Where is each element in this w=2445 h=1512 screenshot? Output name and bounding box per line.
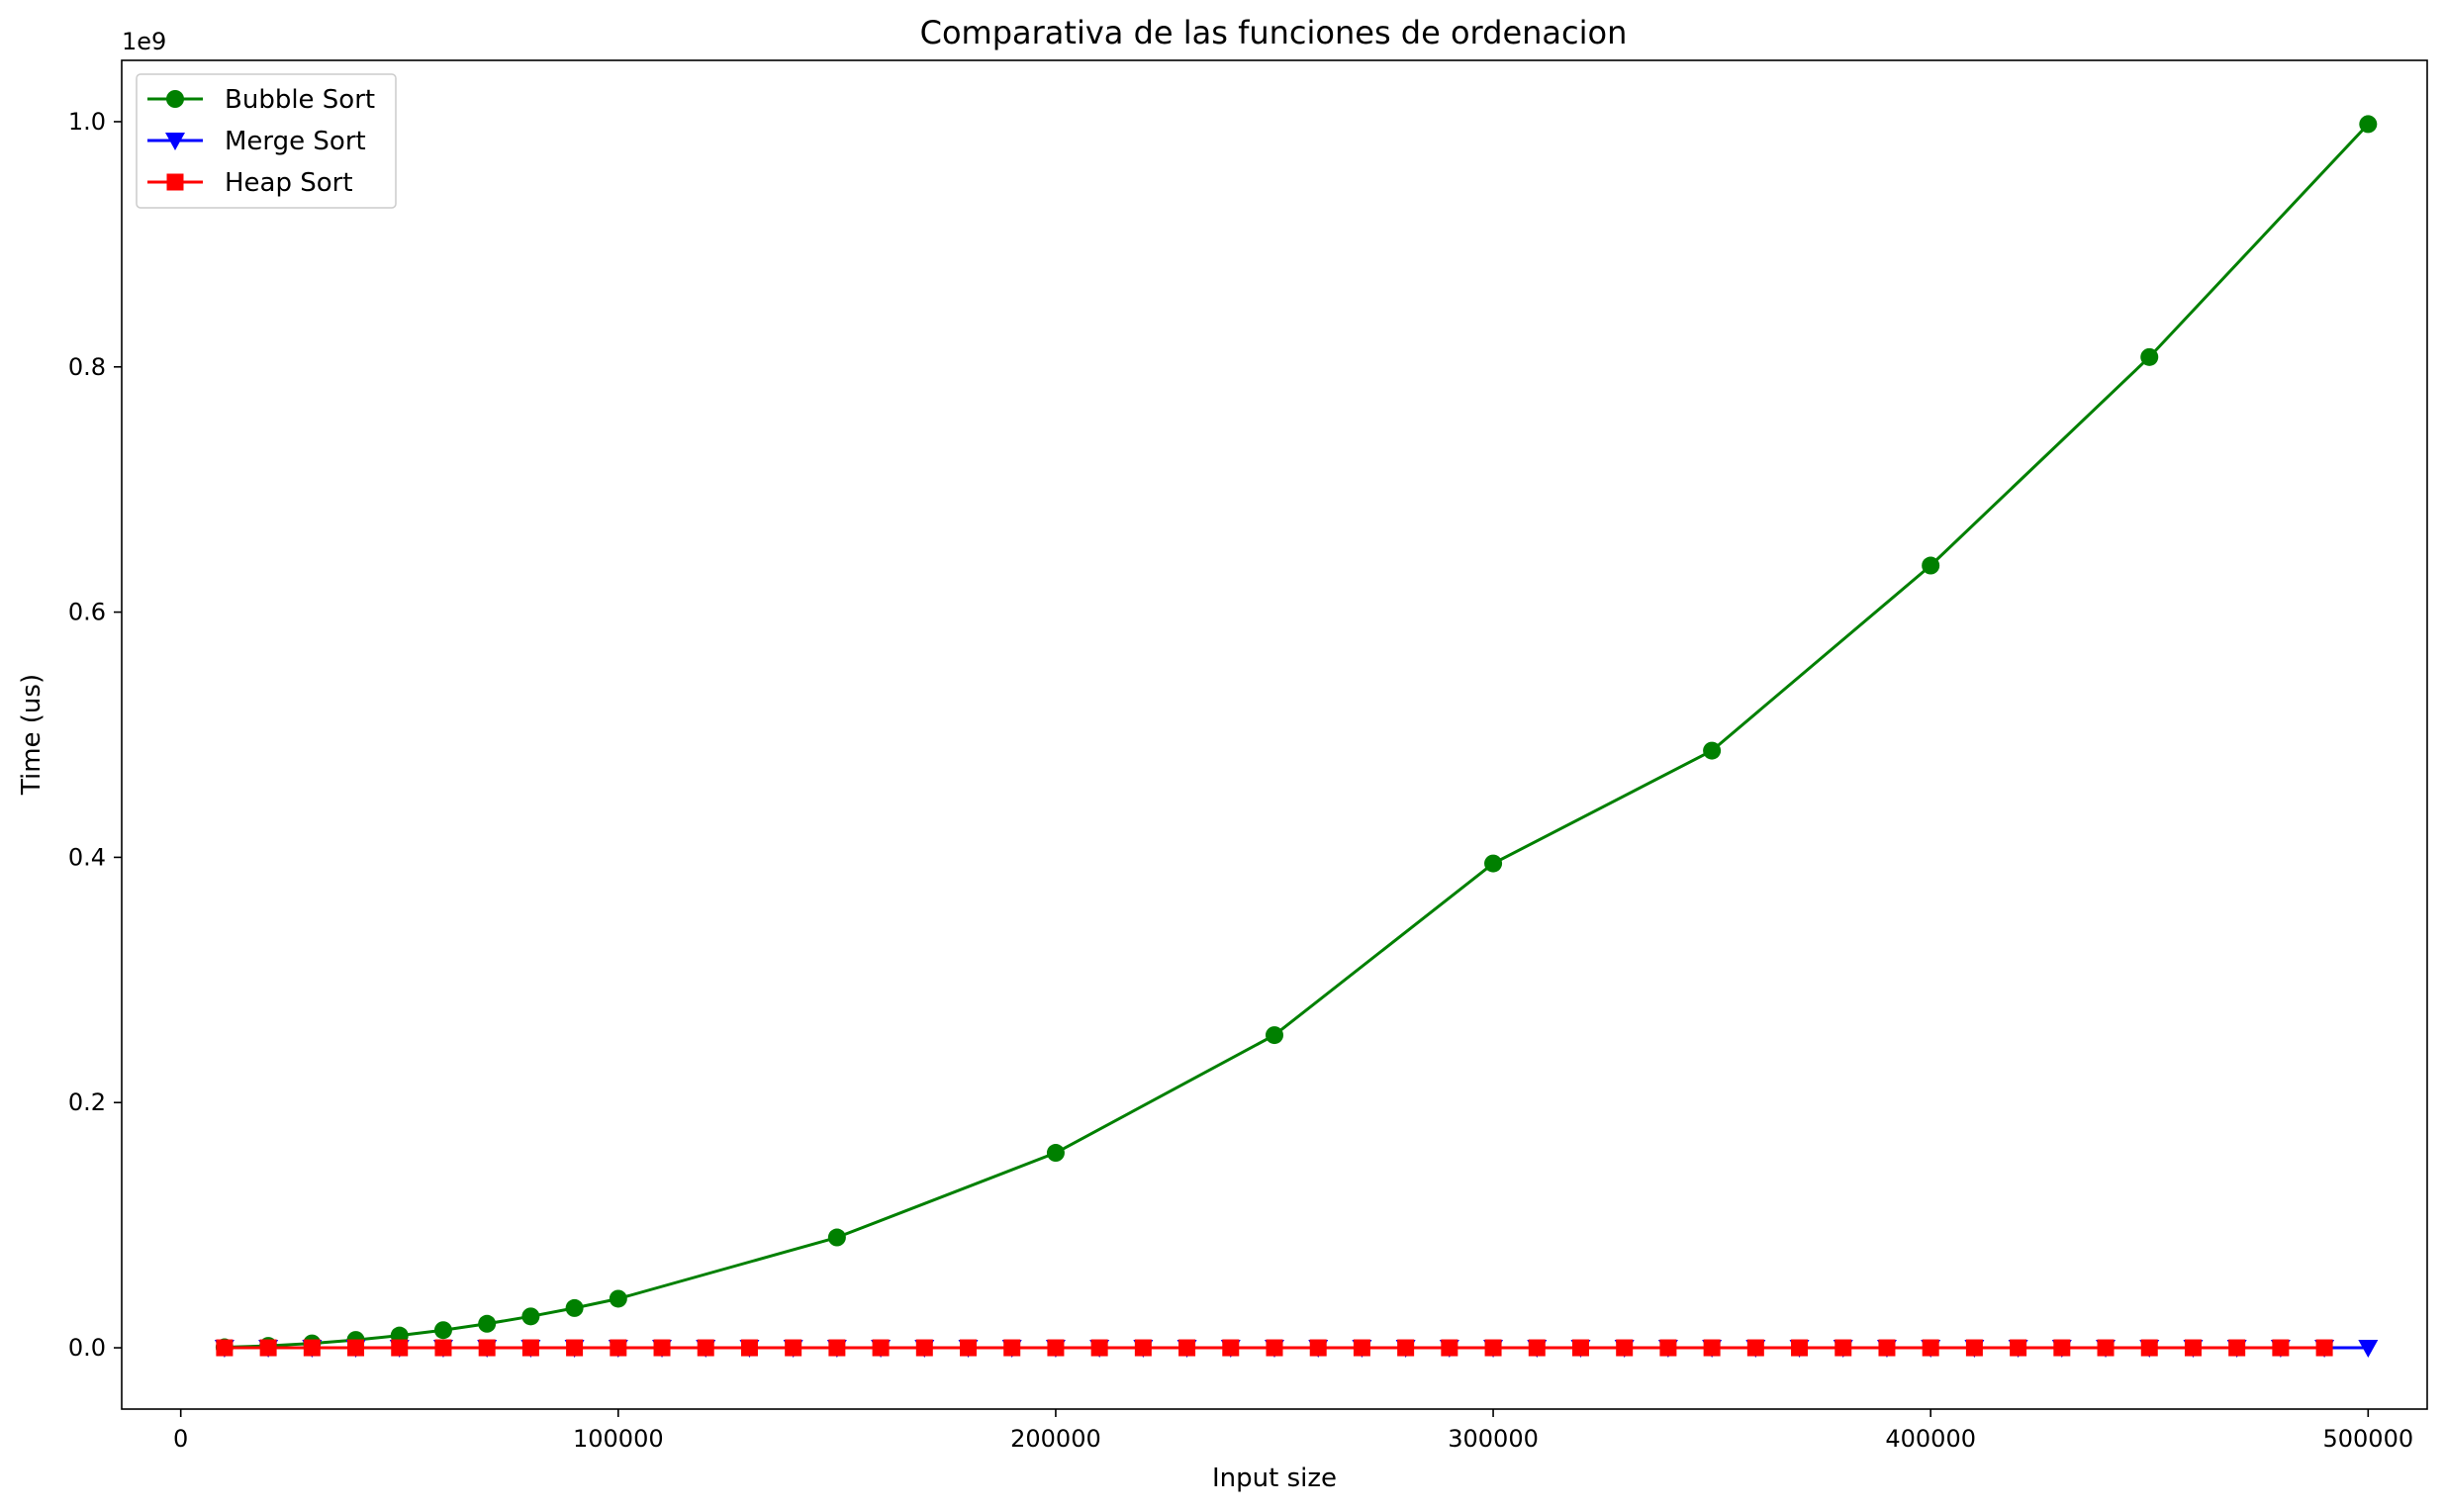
x-tick-label: 200000: [1010, 1425, 1101, 1453]
data-point-heap-sort: [2228, 1339, 2246, 1357]
data-point-heap-sort: [2315, 1339, 2333, 1357]
data-point-heap-sort: [2053, 1339, 2071, 1357]
data-point-heap-sort: [1922, 1339, 1939, 1357]
data-point-heap-sort: [1397, 1339, 1415, 1357]
legend-item-bubble-sort: Bubble Sort: [147, 85, 375, 115]
legend: Bubble Sort Merge Sort Heap Sort: [136, 73, 397, 209]
series-layer: [214, 115, 2379, 1359]
series-line-bubble-sort: [224, 123, 2370, 1350]
data-point-bubble-sort: [478, 1314, 497, 1333]
data-point-heap-sort: [2097, 1339, 2115, 1357]
data-point-heap-sort: [2140, 1339, 2158, 1357]
data-point-bubble-sort: [1484, 854, 1503, 873]
data-point-bubble-sort: [1266, 1026, 1283, 1045]
data-point-heap-sort: [828, 1339, 846, 1357]
y-tick-label: 0.0: [68, 1334, 106, 1362]
data-point-bubble-sort: [1046, 1144, 1065, 1163]
y-tick-label: 0.8: [68, 353, 106, 381]
legend-swatch-marker: [166, 90, 184, 108]
data-point-heap-sort: [1571, 1339, 1589, 1357]
legend-swatch-marker: [165, 133, 185, 150]
data-point-merge-sort: [2358, 1340, 2379, 1359]
y-axis-ticks: 0.0 0.2 0.4 0.6 0.8 1.0: [68, 108, 122, 1362]
data-point-bubble-sort: [521, 1307, 540, 1326]
data-point-heap-sort: [434, 1339, 452, 1357]
data-point-heap-sort: [1266, 1339, 1283, 1357]
data-point-bubble-sort: [1703, 741, 1722, 760]
data-point-heap-sort: [1047, 1339, 1065, 1357]
data-point-heap-sort: [1353, 1339, 1370, 1357]
x-axis-ticks: 0 100000 200000 300000 400000 500000: [173, 1409, 2413, 1453]
data-point-heap-sort: [697, 1339, 714, 1357]
legend-box: [136, 73, 397, 209]
data-point-heap-sort: [216, 1339, 234, 1357]
data-point-heap-sort: [610, 1339, 627, 1357]
data-point-heap-sort: [960, 1339, 978, 1357]
data-point-heap-sort: [1791, 1339, 1809, 1357]
data-point-heap-sort: [1134, 1339, 1152, 1357]
data-point-heap-sort: [347, 1339, 365, 1357]
y-tick-label: 1.0: [68, 108, 106, 136]
x-tick-label: 400000: [1885, 1425, 1976, 1453]
x-tick-label: 300000: [1448, 1425, 1539, 1453]
legend-item-merge-sort: Merge Sort: [147, 127, 366, 156]
data-point-heap-sort: [1178, 1339, 1196, 1357]
x-tick-label: 0: [173, 1425, 188, 1453]
legend-item-heap-sort: Heap Sort: [147, 168, 353, 198]
data-point-heap-sort: [740, 1339, 758, 1357]
data-point-heap-sort: [2010, 1339, 2027, 1357]
data-point-bubble-sort: [433, 1321, 452, 1340]
data-point-bubble-sort: [2140, 347, 2159, 366]
x-axis-label: Input size: [1212, 1464, 1337, 1493]
data-point-heap-sort: [1528, 1339, 1546, 1357]
data-point-heap-sort: [2272, 1339, 2290, 1357]
y-axis-label: Time (us): [17, 674, 47, 796]
data-point-heap-sort: [872, 1339, 890, 1357]
y-tick-label: 0.6: [68, 599, 106, 626]
data-point-heap-sort: [915, 1339, 933, 1357]
y-tick-label: 0.4: [68, 843, 106, 871]
data-point-bubble-sort: [2359, 115, 2378, 134]
data-point-heap-sort: [391, 1339, 409, 1357]
legend-label: Heap Sort: [225, 168, 353, 198]
x-tick-label: 100000: [573, 1425, 664, 1453]
legend-label: Bubble Sort: [225, 85, 375, 115]
data-point-bubble-sort: [565, 1298, 584, 1317]
data-point-heap-sort: [785, 1339, 802, 1357]
x-tick-label: 500000: [2323, 1425, 2414, 1453]
data-point-bubble-sort: [827, 1228, 846, 1247]
y-axis-offset-text: 1e9: [122, 28, 166, 55]
data-point-heap-sort: [1659, 1339, 1677, 1357]
y-tick-label: 0.2: [68, 1088, 106, 1116]
data-point-heap-sort: [1484, 1339, 1502, 1357]
data-point-heap-sort: [478, 1339, 496, 1357]
legend-label: Merge Sort: [225, 127, 366, 156]
data-point-heap-sort: [303, 1339, 321, 1357]
legend-swatch-marker: [166, 173, 184, 191]
data-point-heap-sort: [1222, 1339, 1240, 1357]
data-point-heap-sort: [1090, 1339, 1108, 1357]
data-point-heap-sort: [259, 1339, 277, 1357]
chart-title: Comparativa de las funciones de ordenaci…: [920, 14, 1628, 51]
data-point-heap-sort: [1616, 1339, 1634, 1357]
data-point-heap-sort: [653, 1339, 671, 1357]
data-point-heap-sort: [1309, 1339, 1327, 1357]
plot-area-frame: [121, 59, 2428, 1410]
data-point-heap-sort: [1834, 1339, 1852, 1357]
data-point-heap-sort: [1965, 1339, 1983, 1357]
data-point-heap-sort: [1003, 1339, 1021, 1357]
series-heap-sort: [216, 1339, 2333, 1357]
data-point-heap-sort: [566, 1339, 584, 1357]
data-point-heap-sort: [1746, 1339, 1764, 1357]
data-point-heap-sort: [1703, 1339, 1721, 1357]
series-bubble-sort: [215, 115, 2378, 1357]
data-point-heap-sort: [1878, 1339, 1896, 1357]
data-point-bubble-sort: [609, 1289, 627, 1308]
data-point-bubble-sort: [1922, 556, 1940, 575]
data-point-heap-sort: [1441, 1339, 1458, 1357]
data-point-heap-sort: [2184, 1339, 2202, 1357]
data-point-heap-sort: [521, 1339, 539, 1357]
